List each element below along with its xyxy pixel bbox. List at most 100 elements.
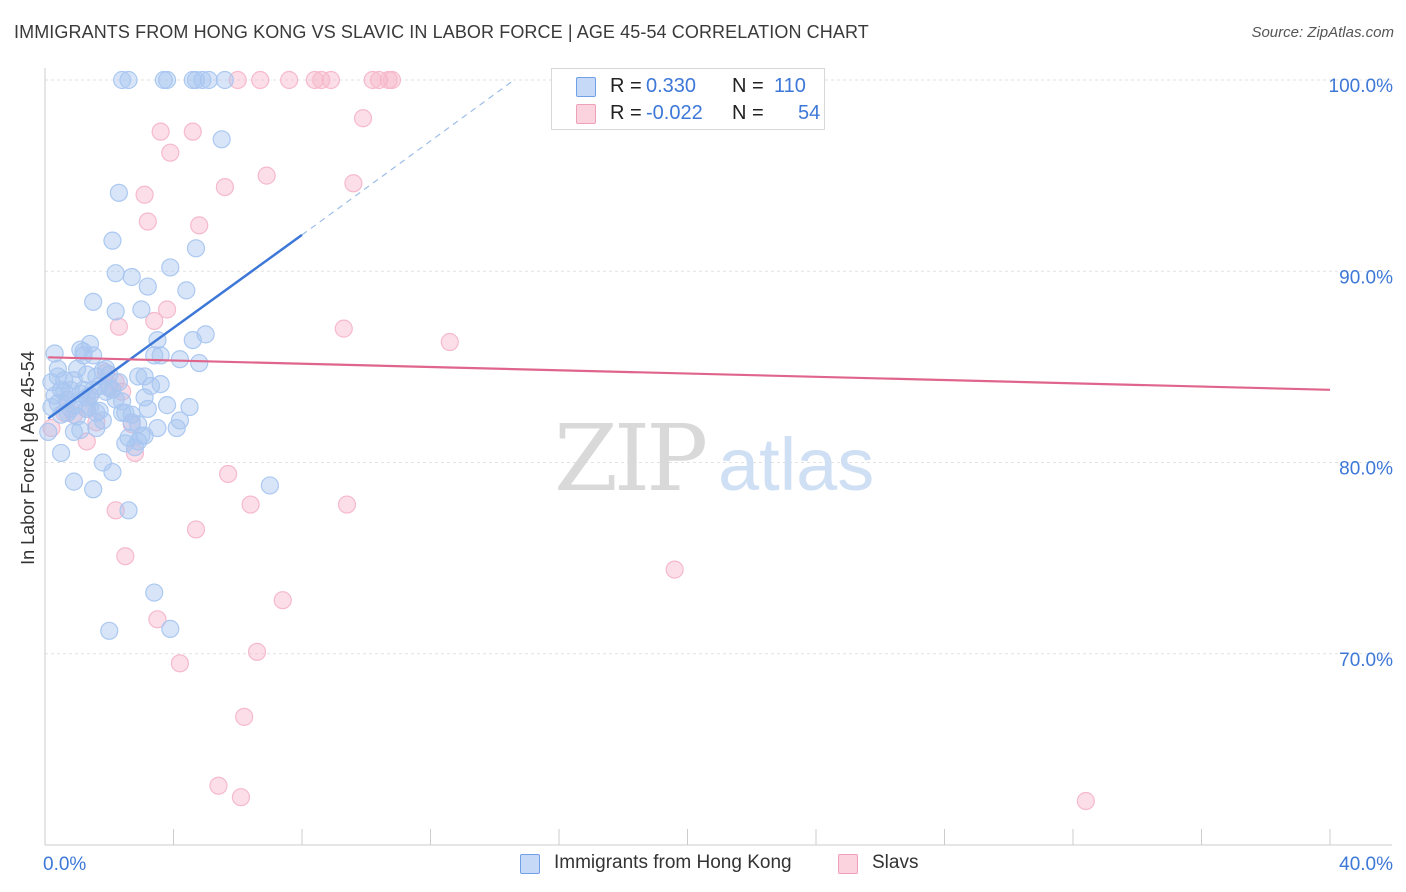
slavs-point bbox=[125, 443, 145, 463]
hong-kong-point bbox=[87, 418, 106, 438]
hong-kong-point bbox=[93, 453, 112, 472]
hong-kong-point bbox=[106, 264, 125, 283]
slavs-point bbox=[280, 70, 299, 90]
slavs-point bbox=[145, 311, 164, 331]
slavs-point bbox=[344, 174, 363, 193]
hong-kong-point bbox=[103, 462, 122, 482]
hong-kong-point bbox=[48, 359, 67, 378]
axes bbox=[44, 68, 1392, 846]
hong-kong-point bbox=[74, 342, 93, 361]
slavs-point bbox=[109, 317, 128, 336]
slavs-point bbox=[138, 212, 157, 231]
hong-kong-point bbox=[132, 426, 151, 445]
slavs-point bbox=[305, 70, 324, 90]
hong-kong-point bbox=[106, 302, 125, 321]
correlation-legend: R = 0.330 N = 110 R = -0.022 N = 54 bbox=[551, 68, 825, 130]
tick-labels: 70.0% 80.0% 90.0% 100.0% 0.0% 40.0% bbox=[43, 76, 1393, 875]
legend-label-hong-kong: Immigrants from Hong Kong bbox=[554, 852, 792, 873]
legend-r-label: R = bbox=[610, 102, 642, 124]
slavs-point bbox=[370, 70, 389, 90]
hong-kong-point bbox=[112, 70, 132, 90]
y-axis-label: In Labor Force | Age 45-54 bbox=[18, 351, 38, 565]
slavs-point bbox=[241, 495, 260, 514]
hong-kong-point bbox=[116, 434, 135, 453]
watermark: ZIP atlas bbox=[554, 405, 874, 512]
hong-kong-point bbox=[119, 70, 138, 90]
hong-kong-point bbox=[64, 422, 84, 441]
slavs-point bbox=[321, 70, 341, 90]
hong-kong-point bbox=[135, 388, 154, 407]
hong-kong-point bbox=[45, 386, 64, 405]
slavs-point bbox=[219, 464, 238, 484]
slavs-point bbox=[251, 70, 270, 90]
slavs-point bbox=[247, 642, 267, 661]
hong-kong-point bbox=[64, 371, 84, 390]
slavs-point bbox=[353, 109, 373, 128]
hong-kong-point bbox=[132, 300, 151, 319]
gridlines bbox=[45, 79, 1392, 655]
hong-kong-point bbox=[122, 413, 141, 432]
watermark-atlas: atlas bbox=[718, 423, 874, 506]
slavs-point bbox=[257, 166, 276, 185]
hong-kong-point bbox=[112, 403, 132, 422]
slavs-point bbox=[135, 185, 154, 204]
hong-kong-point bbox=[141, 376, 161, 396]
source-attribution: Source: ZipAtlas.com bbox=[1251, 24, 1394, 41]
hong-kong-point bbox=[96, 359, 116, 378]
hong-kong-point bbox=[190, 353, 209, 373]
hong-kong-point bbox=[138, 277, 157, 296]
hong-kong-point bbox=[71, 420, 90, 440]
slavs-point bbox=[157, 300, 177, 319]
slavs-point bbox=[337, 495, 357, 514]
hong-kong-point bbox=[51, 443, 71, 463]
slavs-point bbox=[186, 520, 206, 539]
hong-kong-point bbox=[103, 231, 122, 250]
legend-n-value: 110 bbox=[774, 75, 806, 97]
hong-kong-point bbox=[212, 130, 231, 149]
hong-kong-point bbox=[161, 619, 180, 638]
slavs-point bbox=[106, 501, 125, 520]
hong-kong-trend-line bbox=[47, 233, 303, 420]
chart-title: IMMIGRANTS FROM HONG KONG VS SLAVIC IN L… bbox=[14, 22, 869, 42]
hong-kong-point bbox=[167, 418, 186, 438]
hong-kong-point bbox=[84, 292, 103, 311]
slavs-point bbox=[231, 788, 251, 807]
legend-label-slavs: Slavs bbox=[872, 852, 919, 873]
slavs-point bbox=[334, 319, 353, 338]
legend-r-label: R = bbox=[610, 75, 642, 97]
slavs-point bbox=[87, 413, 106, 432]
slavs-point bbox=[151, 122, 170, 141]
hong-kong-point bbox=[199, 70, 218, 90]
hong-kong-point bbox=[125, 438, 145, 457]
slavs-point bbox=[235, 707, 254, 726]
legend-r-value: 0.330 bbox=[646, 75, 697, 97]
slavs-point bbox=[183, 122, 202, 141]
hong-kong-point bbox=[45, 344, 64, 363]
y-tick-label: 80.0% bbox=[1339, 459, 1393, 480]
slavs-point bbox=[190, 216, 209, 235]
hong-kong-point bbox=[122, 267, 141, 287]
slavs-point bbox=[228, 70, 247, 90]
hong-kong-point bbox=[135, 367, 154, 386]
hong-kong-point bbox=[193, 70, 212, 90]
trend-lines bbox=[47, 79, 1331, 420]
legend-n-value: 54 bbox=[798, 102, 821, 124]
slavs-point bbox=[363, 70, 382, 90]
slavs-point bbox=[440, 332, 459, 352]
legend-swatch-hong-kong bbox=[520, 854, 540, 874]
slavs-point bbox=[116, 547, 135, 566]
hong-kong-point bbox=[100, 621, 119, 640]
series-slavs-points bbox=[42, 70, 1095, 811]
hong-kong-point bbox=[157, 396, 177, 415]
hong-kong-point bbox=[103, 380, 122, 399]
hong-kong-point bbox=[58, 403, 77, 422]
hong-kong-point bbox=[177, 281, 196, 300]
slavs-point bbox=[170, 654, 190, 673]
watermark-zip: ZIP bbox=[554, 405, 705, 512]
y-tick-label: 70.0% bbox=[1339, 650, 1393, 671]
hong-kong-point bbox=[157, 70, 177, 90]
slavs-point bbox=[312, 70, 331, 90]
hong-kong-trend-extension bbox=[301, 79, 515, 236]
legend-n-label: N = bbox=[732, 102, 764, 124]
